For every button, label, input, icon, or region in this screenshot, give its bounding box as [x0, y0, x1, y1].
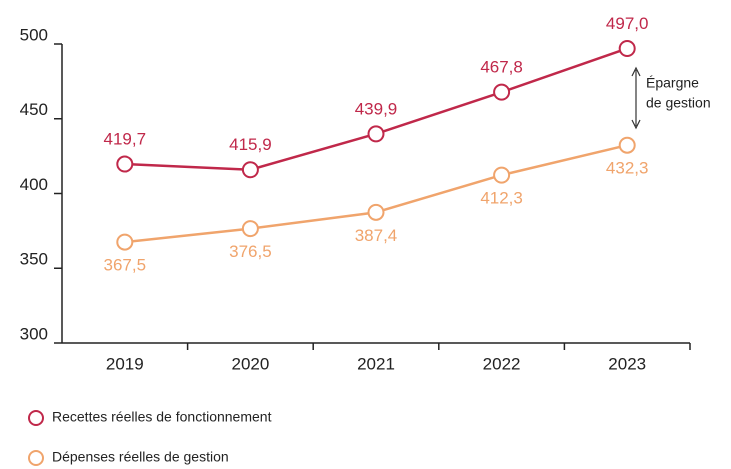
annotation: de gestion	[646, 95, 711, 111]
x-tick-label: 2023	[608, 354, 646, 373]
annotation-arrowheads	[631, 66, 641, 130]
data-label: 419,7	[104, 130, 147, 149]
y-tick-label: 300	[20, 324, 48, 343]
annotation: Épargne	[646, 75, 699, 91]
data-point	[367, 125, 385, 143]
data-point	[493, 83, 511, 101]
data-point	[116, 155, 134, 173]
y-tick-label: 400	[20, 175, 48, 194]
legend-label: Recettes réelles de fonctionnement	[52, 409, 272, 425]
data-label: 412,3	[480, 189, 523, 208]
data-point	[618, 39, 636, 57]
data-label: 367,5	[104, 256, 147, 275]
y-tick-label: 500	[20, 25, 48, 44]
data-point	[367, 203, 385, 221]
y-tick-label: 350	[20, 250, 48, 269]
legend-label: Dépenses réelles de gestion	[52, 449, 229, 465]
data-label: 415,9	[229, 135, 272, 154]
data-label: 497,0	[606, 14, 649, 33]
x-tick-label: 2020	[231, 354, 269, 373]
x-tick-label: 2022	[483, 354, 521, 373]
data-label: 467,8	[480, 58, 523, 77]
y-tick-label: 450	[20, 100, 48, 119]
x-tick-label: 2019	[106, 354, 144, 373]
data-label: 439,9	[355, 99, 398, 118]
data-point	[241, 161, 259, 179]
data-label: 432,3	[606, 159, 649, 178]
data-label: 376,5	[229, 242, 272, 261]
legend-marker	[28, 450, 44, 466]
legend-marker	[28, 410, 44, 426]
data-label: 387,4	[355, 226, 398, 245]
x-tick-label: 2021	[357, 354, 395, 373]
data-point	[241, 220, 259, 238]
data-point	[116, 233, 134, 251]
data-point	[493, 166, 511, 184]
data-point	[618, 136, 636, 154]
